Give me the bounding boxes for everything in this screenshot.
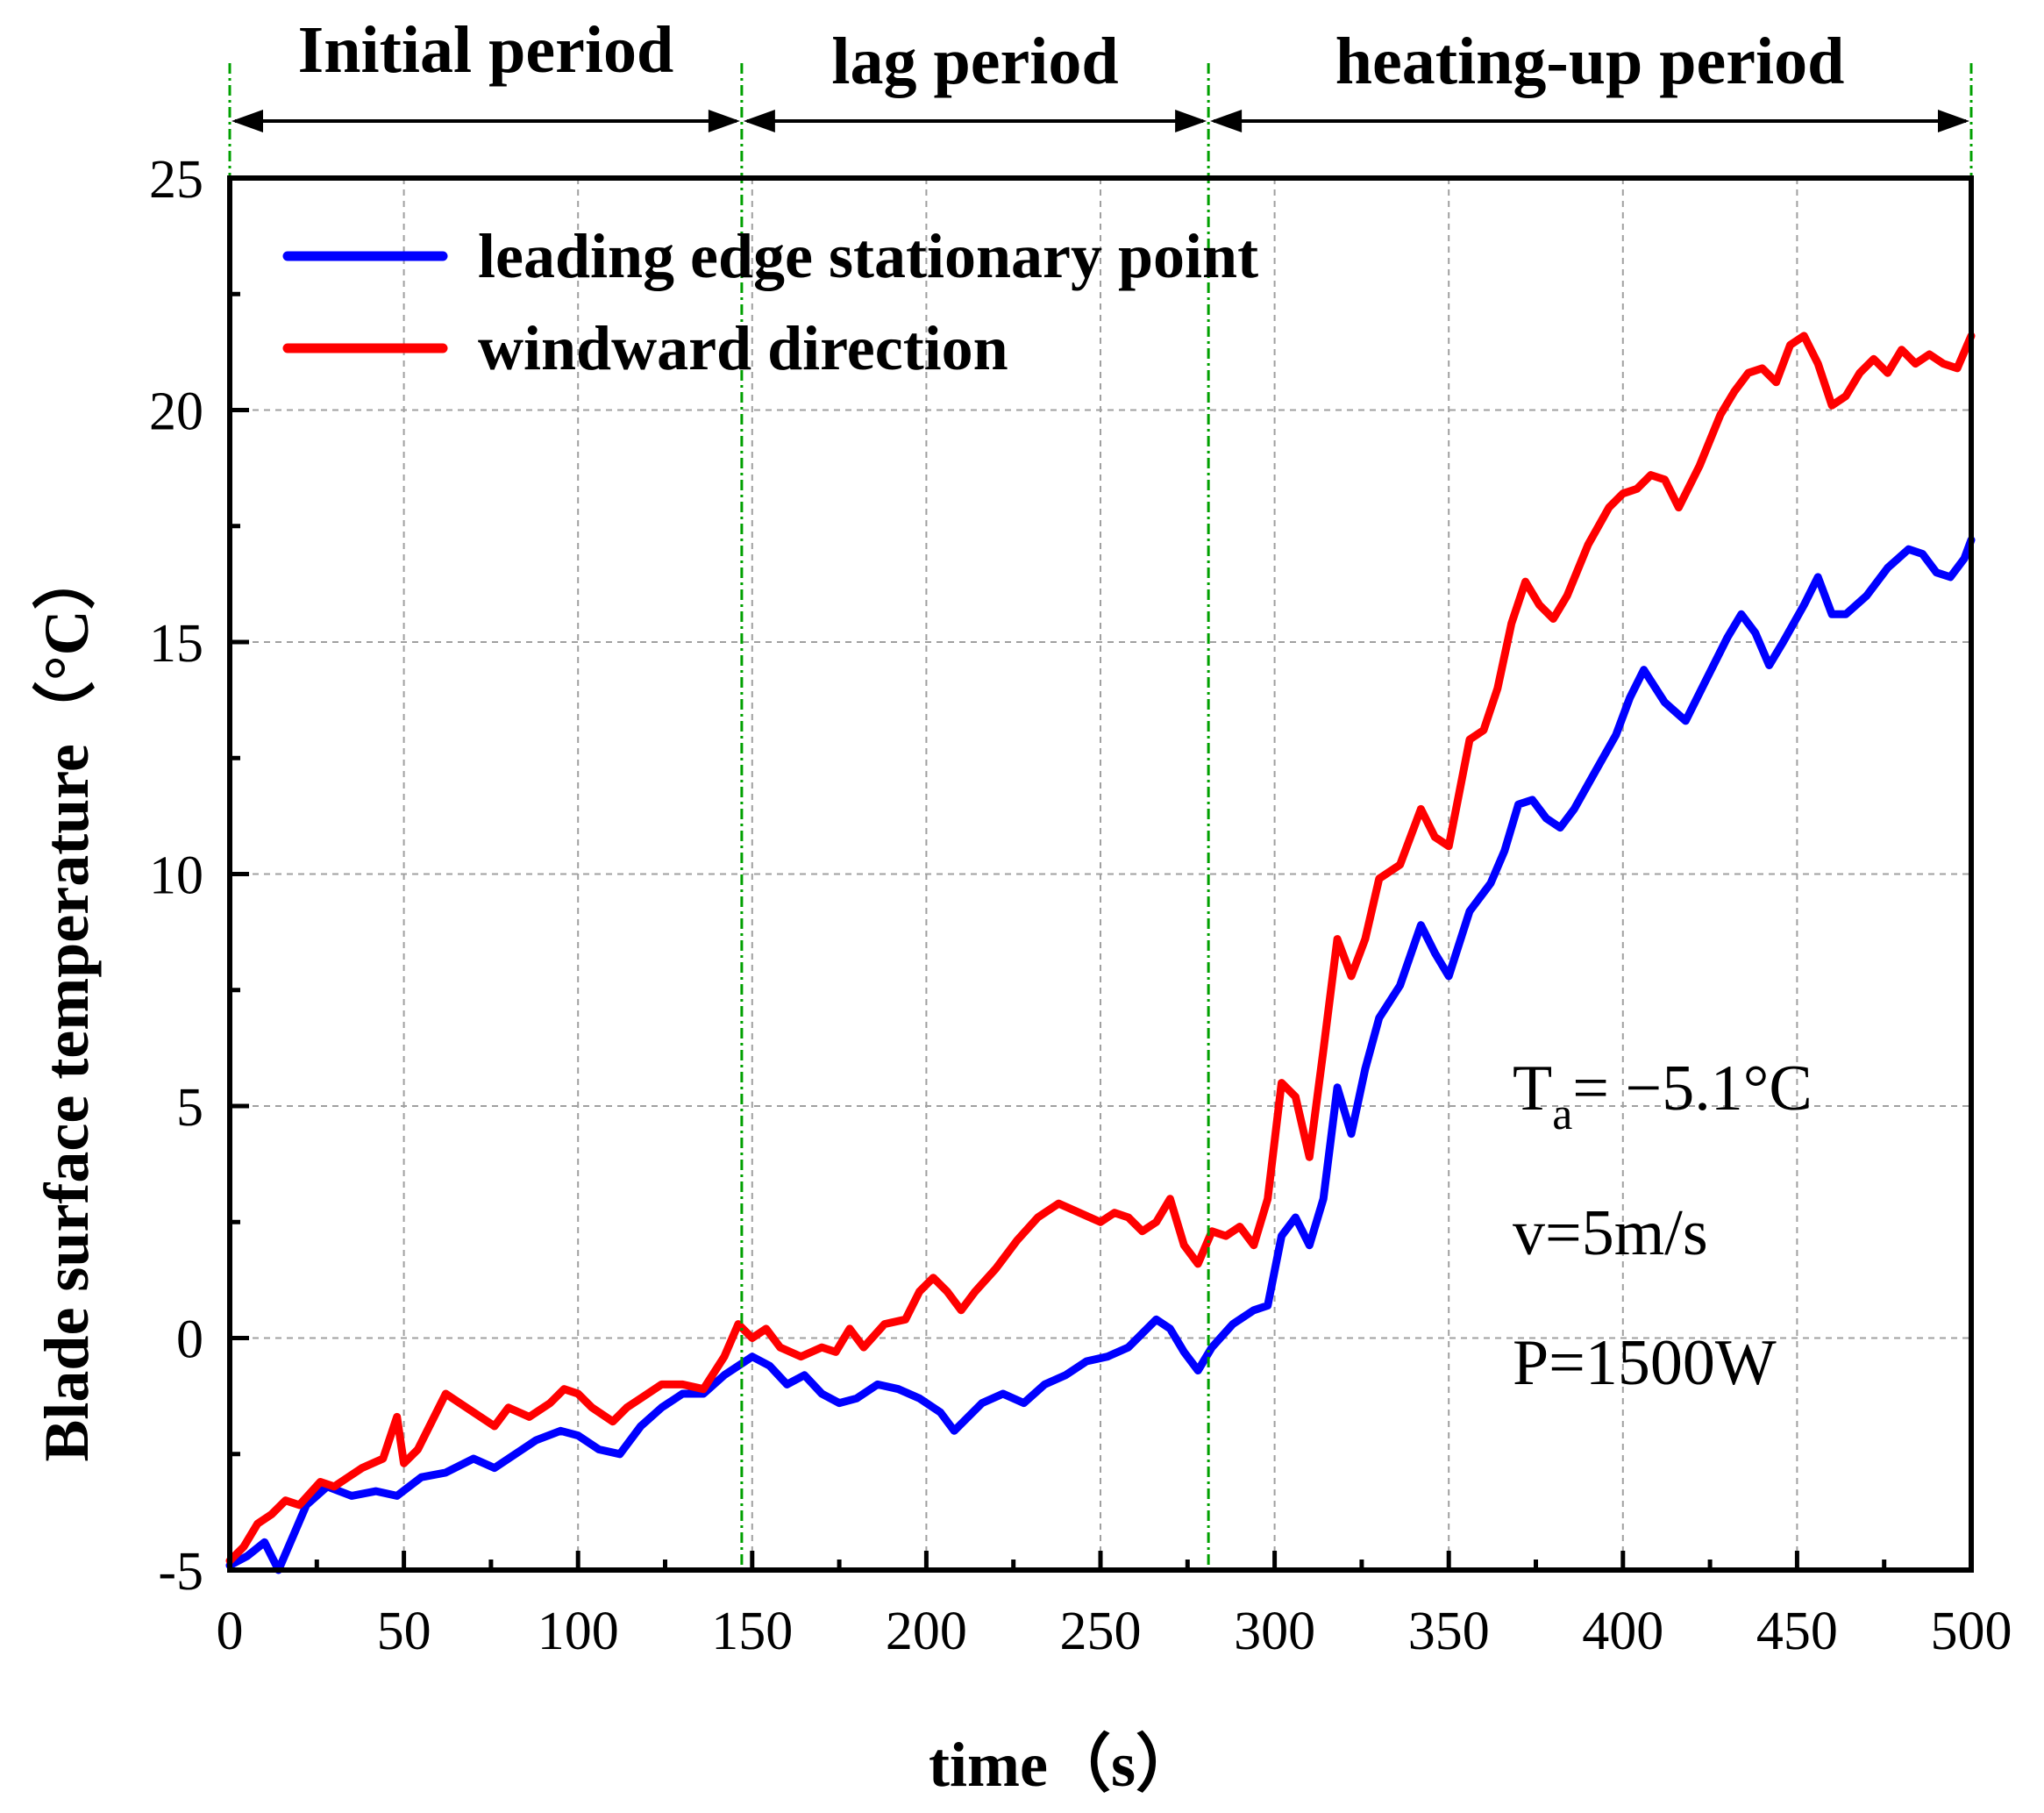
period-arrow-head-right: [1175, 110, 1207, 132]
legend: leading edge stationary point windward d…: [282, 221, 1258, 383]
y-tick-label-10: 10: [149, 846, 203, 906]
test-conditions: Ta= −5.1°C v=5m/s P=1500W: [1513, 1053, 1813, 1399]
legend-label-windward: windward direction: [478, 313, 1008, 383]
heating-power-label: P=1500W: [1513, 1327, 1777, 1399]
x-tick-label-450: 450: [1756, 1602, 1838, 1661]
series-line-windward: [225, 332, 1976, 1565]
gridlines: [230, 178, 1971, 1570]
y-tick-label-15: 15: [149, 614, 203, 674]
period-label-1: lag period: [831, 25, 1118, 98]
y-axis-title: Blade surface temperature（°C）: [32, 546, 102, 1461]
period-arrow-head-left: [1210, 110, 1243, 132]
wind-speed-label: v=5m/s: [1513, 1197, 1708, 1269]
period-arrow-head-left: [743, 110, 775, 132]
x-tick-label-150: 150: [711, 1602, 793, 1661]
period-arrow-head-right: [1938, 110, 1969, 132]
x-tick-label-500: 500: [1931, 1602, 2012, 1661]
x-tick-label-350: 350: [1408, 1602, 1490, 1661]
ta-value: = −5.1°C: [1572, 1053, 1812, 1124]
x-tick-label-250: 250: [1060, 1602, 1142, 1661]
x-tick-label-200: 200: [886, 1602, 967, 1661]
period-label-2: heating-up period: [1335, 25, 1845, 98]
series-lines: [225, 332, 1976, 1574]
y-tick-label-5: 5: [176, 1078, 203, 1138]
x-axis-tick-labels: 0 50 100 150 200 250 300 350 400 450 500: [217, 1602, 2012, 1661]
period-annotations: Initial period lag period heating-up perio…: [231, 13, 1969, 132]
period-arrow-head-right: [708, 110, 740, 132]
x-tick-label-300: 300: [1234, 1602, 1315, 1661]
ambient-temperature-label: Ta= −5.1°C: [1513, 1053, 1813, 1139]
y-tick-label-0: 0: [176, 1310, 203, 1370]
x-tick-label-50: 50: [377, 1602, 431, 1661]
series-line-leading-edge: [225, 536, 1976, 1574]
x-tick-label-0: 0: [217, 1602, 244, 1661]
ta-symbol: T: [1513, 1053, 1552, 1124]
y-axis-tick-labels: -5 0 5 10 15 20 25: [149, 150, 203, 1602]
legend-label-leading-edge: leading edge stationary point: [478, 221, 1258, 291]
y-tick-label-25: 25: [149, 150, 203, 210]
axis-ticks: [227, 175, 1974, 1573]
x-tick-label-400: 400: [1582, 1602, 1663, 1661]
x-tick-label-100: 100: [538, 1602, 619, 1661]
ta-subscript: a: [1552, 1089, 1572, 1139]
y-tick-label--5: -5: [158, 1542, 203, 1602]
period-label-0: Initial period: [298, 13, 674, 87]
period-arrow-head-left: [231, 110, 263, 132]
x-axis-title: time（s）: [929, 1730, 1199, 1800]
y-tick-label-20: 20: [149, 382, 203, 442]
